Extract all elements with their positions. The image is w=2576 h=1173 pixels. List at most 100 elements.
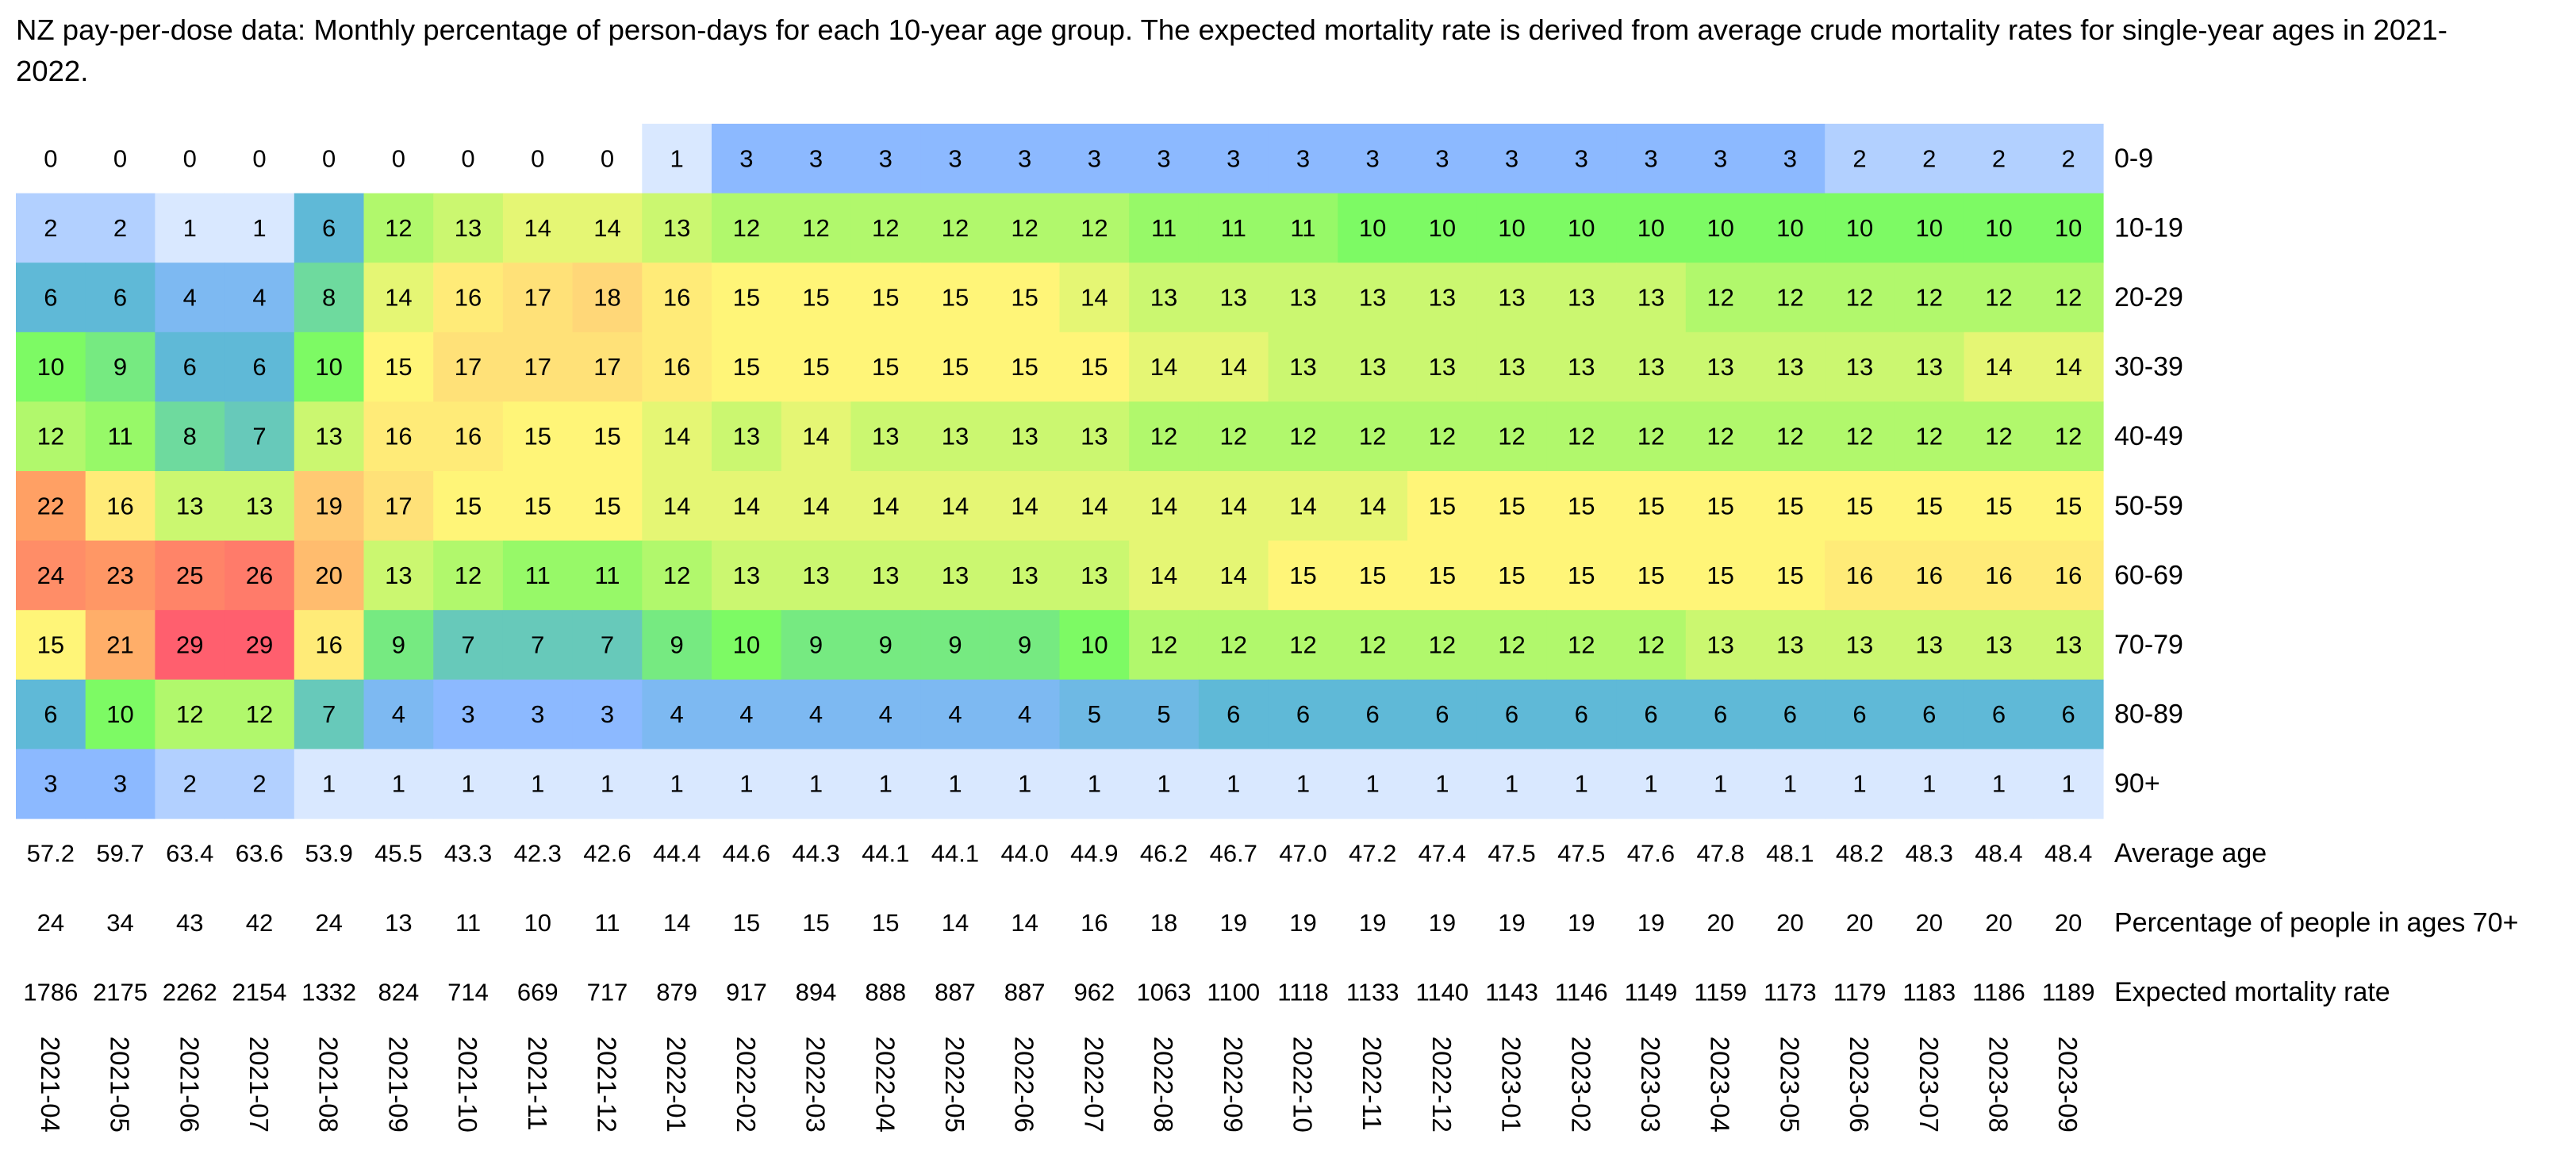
stat-value: 46.7	[1210, 839, 1257, 867]
heatmap-cell	[642, 332, 712, 402]
heatmap-cell	[1476, 124, 1547, 194]
cell-value: 15	[1846, 492, 1873, 519]
cell-value: 1	[1018, 770, 1031, 798]
row-label: 60-69	[2114, 560, 2183, 590]
cell-value: 17	[455, 353, 482, 381]
heatmap-cell	[1546, 401, 1617, 472]
column-label: 2023-08	[1983, 1037, 2013, 1133]
cell-value: 16	[663, 353, 690, 381]
heatmap-cell	[1129, 124, 1200, 194]
cell-value: 14	[942, 492, 969, 519]
heatmap-cell	[1894, 193, 1965, 263]
cell-value: 15	[733, 284, 760, 312]
stat-value: 43	[176, 909, 203, 937]
cell-value: 6	[1852, 700, 1866, 728]
cell-value: 14	[1220, 492, 1247, 519]
cell-value: 6	[44, 700, 57, 728]
stat-value: 1332	[301, 979, 356, 1006]
row-label: 40-49	[2114, 421, 2183, 451]
cell-value: 16	[455, 423, 482, 450]
heatmap-cell	[642, 401, 712, 472]
heatmap-cell	[1894, 263, 1965, 333]
cell-value: 13	[942, 423, 969, 450]
cell-value: 6	[1227, 700, 1240, 728]
cell-value: 14	[593, 214, 620, 242]
cell-value: 3	[948, 144, 962, 172]
stat-value: 43.3	[444, 839, 492, 867]
cell-value: 12	[872, 214, 899, 242]
cell-value: 3	[601, 700, 614, 728]
heatmap-cell	[1407, 263, 1478, 333]
heatmap-cell	[1129, 540, 1200, 611]
heatmap-cell	[920, 263, 991, 333]
stat-value: 44.6	[723, 839, 770, 867]
cell-value: 10	[1916, 214, 1943, 242]
cell-value: 16	[1846, 562, 1873, 589]
cell-value: 3	[1296, 144, 1310, 172]
row-label: 10-19	[2114, 213, 2183, 243]
heatmap-cell	[1685, 749, 1756, 819]
cell-value: 12	[1081, 214, 1108, 242]
heatmap-cell	[363, 124, 434, 194]
cell-value: 13	[733, 423, 760, 450]
stat-value: 44.4	[653, 839, 701, 867]
heatmap-cell	[1825, 679, 1895, 749]
cell-value: 1	[1366, 770, 1380, 798]
heatmap-cell	[1755, 540, 1825, 611]
cell-value: 6	[1992, 700, 2006, 728]
cell-value: 17	[524, 353, 551, 381]
heatmap-cell	[850, 263, 921, 333]
cell-value: 14	[524, 214, 551, 242]
heatmap-cell	[1616, 124, 1687, 194]
heatmap-cell	[572, 193, 643, 263]
cell-value: 13	[1776, 631, 1803, 659]
heatmap-cell	[1825, 124, 1895, 194]
cell-value: 10	[2055, 214, 2082, 242]
stat-value: 47.2	[1349, 839, 1396, 867]
stat-value: 59.7	[96, 839, 144, 867]
heatmap-cell	[989, 749, 1061, 819]
cell-value: 14	[1150, 562, 1177, 589]
cell-value: 15	[1289, 562, 1316, 589]
heatmap-cell	[1198, 193, 1269, 263]
cell-value: 6	[252, 353, 266, 381]
cell-value: 1	[1922, 770, 1936, 798]
stat-value: 14	[1011, 909, 1038, 937]
cell-value: 4	[739, 700, 753, 728]
cell-value: 12	[1289, 423, 1316, 450]
heatmap-cell	[1685, 679, 1756, 749]
heatmap-cell	[502, 610, 574, 680]
stat-value: 894	[796, 979, 837, 1006]
heatmap-cell	[989, 263, 1061, 333]
heatmap-cell	[2033, 401, 2104, 472]
stat-value: 47.8	[1696, 839, 1744, 867]
heatmap-cell	[1616, 401, 1687, 472]
heatmap-cell	[363, 610, 434, 680]
cell-value: 12	[1359, 631, 1386, 659]
heatmap-cell	[1685, 193, 1756, 263]
cell-value: 13	[1637, 284, 1664, 312]
heatmap-cell	[155, 610, 225, 680]
cell-value: 6	[1505, 700, 1518, 728]
stat-value: 20	[1706, 909, 1733, 937]
cell-value: 13	[1289, 353, 1316, 381]
stat-value: 20	[1776, 909, 1803, 937]
heatmap-cell	[781, 124, 851, 194]
stat-value: 16	[1081, 909, 1108, 937]
heatmap-cell	[1338, 263, 1408, 333]
cell-value: 13	[1359, 284, 1386, 312]
heatmap-cell	[294, 540, 365, 611]
stat-value: 44.1	[862, 839, 909, 867]
heatmap-cell	[989, 679, 1061, 749]
cell-value: 15	[872, 284, 899, 312]
cell-value: 26	[246, 562, 273, 589]
heatmap-cell	[16, 540, 86, 611]
heatmap-cell	[1198, 401, 1269, 472]
stat-value: 42.6	[583, 839, 631, 867]
heatmap-cell	[433, 749, 504, 819]
cell-value: 6	[2062, 700, 2075, 728]
heatmap-cell	[1268, 263, 1338, 333]
cell-value: 13	[1985, 631, 2012, 659]
stat-value: 47.5	[1488, 839, 1535, 867]
